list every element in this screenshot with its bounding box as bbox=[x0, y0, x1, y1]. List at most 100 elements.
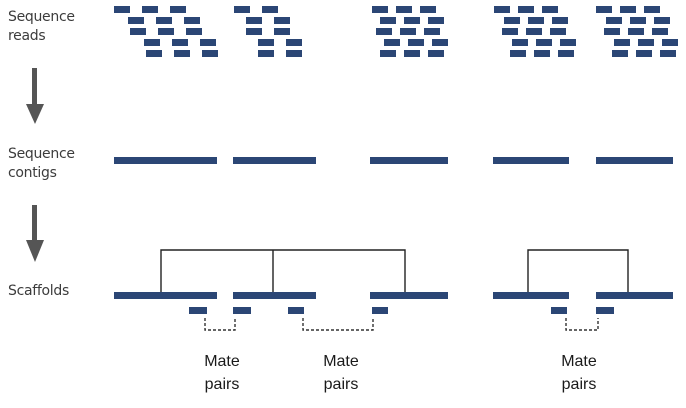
sequence-read bbox=[258, 39, 274, 46]
sequence-read bbox=[510, 50, 526, 57]
sequence-read bbox=[380, 50, 396, 57]
scaffold-contig-5 bbox=[596, 292, 673, 299]
contig-4 bbox=[493, 157, 569, 164]
scaffold-contig-4 bbox=[493, 292, 569, 299]
sequence-read bbox=[262, 6, 278, 13]
sequence-read bbox=[504, 17, 520, 24]
contig-3 bbox=[370, 157, 448, 164]
sequence-read bbox=[638, 39, 654, 46]
sequence-read bbox=[558, 50, 574, 57]
sequence-read bbox=[628, 28, 644, 35]
contig-1 bbox=[114, 157, 217, 164]
mate-pairs-label-3: Mate pairs bbox=[561, 353, 597, 393]
sequence-read bbox=[526, 28, 542, 35]
sequence-read bbox=[274, 17, 290, 24]
down-arrow-icon bbox=[26, 104, 44, 124]
sequence-read bbox=[552, 17, 568, 24]
sequence-read bbox=[512, 39, 528, 46]
contig-5 bbox=[596, 157, 673, 164]
stage-label-reads: Sequence reads bbox=[8, 9, 75, 44]
sequence-read bbox=[174, 50, 190, 57]
sequence-read bbox=[384, 39, 400, 46]
sequence-read bbox=[400, 28, 416, 35]
scaffold-contig-1 bbox=[114, 292, 217, 299]
arrow-contigs-to-scaffolds bbox=[26, 205, 44, 262]
mate-read bbox=[372, 307, 388, 314]
sequence-read bbox=[536, 39, 552, 46]
sequence-read bbox=[146, 50, 162, 57]
sequence-read bbox=[518, 6, 534, 13]
sequence-read bbox=[528, 17, 544, 24]
arrow-shaft bbox=[32, 205, 37, 243]
sequence-read bbox=[560, 39, 576, 46]
sequence-read bbox=[620, 6, 636, 13]
sequence-read bbox=[614, 39, 630, 46]
scaffold-contig-2 bbox=[233, 292, 316, 299]
sequence-read bbox=[644, 6, 660, 13]
mate-pair-connector-3 bbox=[565, 318, 599, 331]
sequence-read bbox=[200, 39, 216, 46]
sequence-read bbox=[636, 50, 652, 57]
sequence-read bbox=[428, 17, 444, 24]
sequence-read bbox=[274, 28, 290, 35]
sequence-read bbox=[408, 39, 424, 46]
sequence-contigs-group bbox=[114, 157, 673, 164]
mate-pair-connector-2 bbox=[302, 318, 374, 331]
sequence-read bbox=[662, 39, 678, 46]
sequence-read bbox=[170, 6, 186, 13]
sequence-read bbox=[172, 39, 188, 46]
sequence-read bbox=[184, 17, 200, 24]
scaffold-links bbox=[160, 249, 629, 292]
sequence-read bbox=[156, 17, 172, 24]
sequence-read bbox=[494, 6, 510, 13]
sequence-read bbox=[596, 6, 612, 13]
sequence-read bbox=[128, 17, 144, 24]
sequence-read bbox=[234, 6, 250, 13]
scaffold-link-right bbox=[527, 249, 629, 292]
scaffold-contig-3 bbox=[370, 292, 448, 299]
sequence-read bbox=[372, 6, 388, 13]
sequence-read bbox=[130, 28, 146, 35]
sequence-reads-group bbox=[114, 6, 678, 57]
sequence-read bbox=[404, 17, 420, 24]
sequence-read bbox=[420, 6, 436, 13]
stage-label-contigs: Sequence contigs bbox=[8, 146, 75, 181]
sequence-read bbox=[534, 50, 550, 57]
mate-pairs-label-1: Mate pairs bbox=[204, 353, 240, 393]
arrow-shaft bbox=[32, 68, 37, 106]
sequence-read bbox=[606, 17, 622, 24]
sequence-read bbox=[630, 17, 646, 24]
sequence-read bbox=[502, 28, 518, 35]
sequence-read bbox=[202, 50, 218, 57]
sequence-read bbox=[246, 17, 262, 24]
sequence-read bbox=[186, 28, 202, 35]
sequence-read bbox=[424, 28, 440, 35]
sequence-read bbox=[542, 6, 558, 13]
mate-read bbox=[551, 307, 567, 314]
arrow-reads-to-contigs bbox=[26, 68, 44, 124]
mate-pair-connector-1 bbox=[204, 318, 236, 331]
down-arrow-icon bbox=[26, 240, 44, 262]
mate-pairs-label-2: Mate pairs bbox=[323, 353, 359, 393]
sequence-read bbox=[432, 39, 448, 46]
sequence-read bbox=[404, 50, 420, 57]
stage-label-scaffolds: Scaffolds bbox=[8, 283, 69, 299]
sequence-read bbox=[114, 6, 130, 13]
sequence-read bbox=[428, 50, 444, 57]
mate-read bbox=[596, 307, 614, 314]
mate-pairs-group bbox=[189, 307, 614, 331]
mate-read bbox=[288, 307, 304, 314]
sequence-read bbox=[660, 50, 676, 57]
sequence-read bbox=[612, 50, 628, 57]
sequence-read bbox=[604, 28, 620, 35]
sequence-read bbox=[144, 39, 160, 46]
sequence-read bbox=[286, 50, 302, 57]
sequence-read bbox=[246, 28, 262, 35]
sequence-read bbox=[652, 28, 668, 35]
scaffold-contigs-group bbox=[114, 292, 673, 299]
sequence-read bbox=[158, 28, 174, 35]
sequence-read bbox=[654, 17, 670, 24]
sequence-read bbox=[396, 6, 412, 13]
